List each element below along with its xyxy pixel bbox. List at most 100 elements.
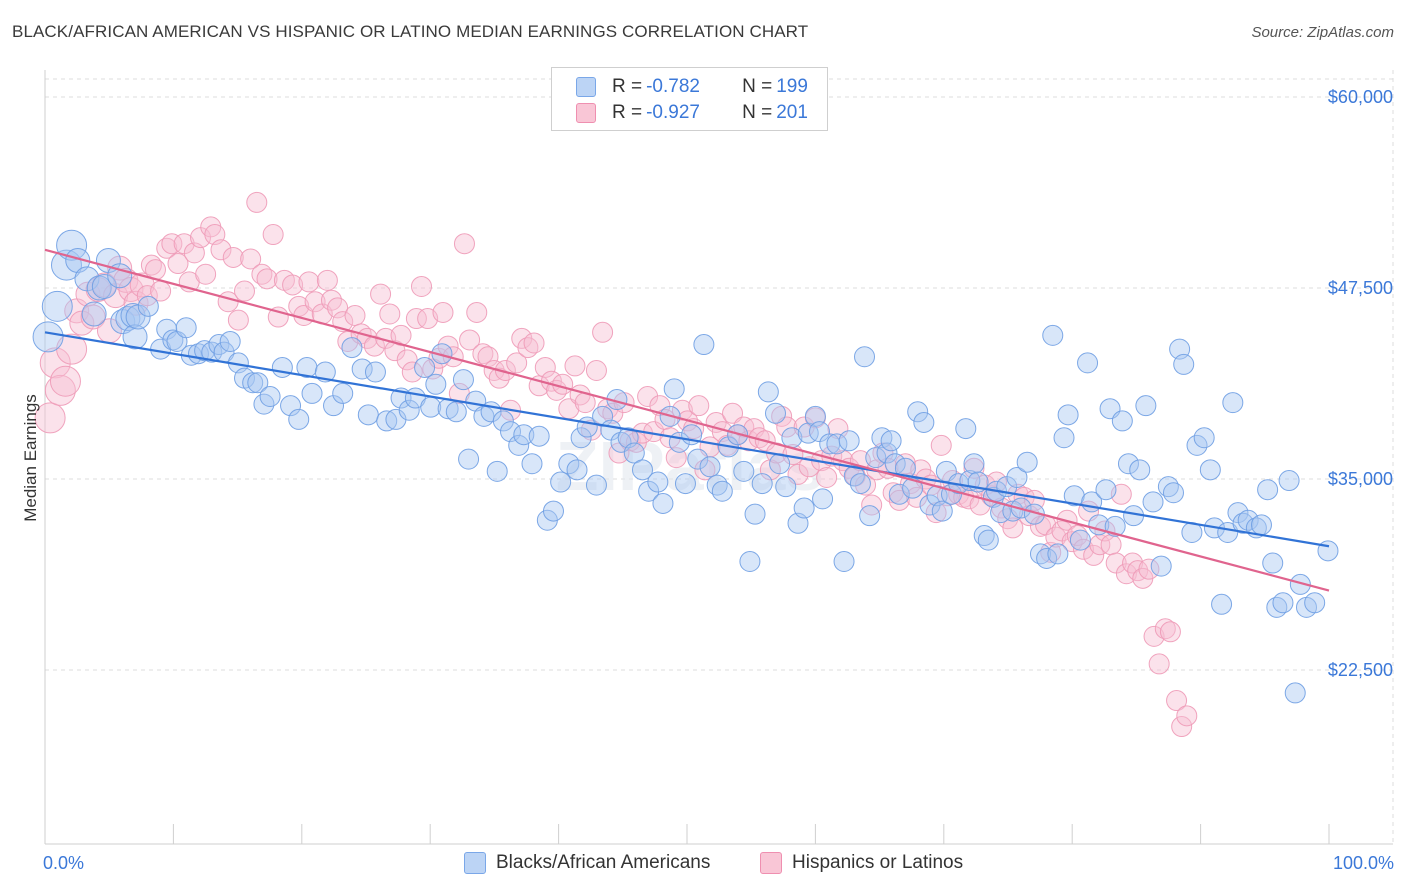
data-point	[431, 343, 453, 365]
data-point	[907, 401, 929, 423]
data-point	[739, 551, 761, 573]
legend-n-value: 199	[776, 76, 808, 97]
data-point	[370, 283, 392, 305]
data-point	[930, 434, 952, 456]
legend-r-value: -0.927	[646, 102, 700, 123]
data-point	[1083, 544, 1105, 566]
trend-line-hispanics	[44, 248, 1330, 592]
data-point	[91, 273, 117, 299]
data-point	[861, 494, 883, 516]
y-tick-label: $22,500	[1328, 660, 1393, 680]
bottom-legend-hispanics: Hispanics or Latinos	[760, 852, 963, 874]
data-point	[826, 433, 848, 455]
data-point	[1289, 573, 1311, 595]
data-point	[1173, 353, 1195, 375]
data-point	[195, 263, 217, 285]
data-point	[161, 233, 183, 255]
data-point	[234, 280, 256, 302]
data-point	[466, 301, 488, 323]
data-point	[550, 471, 572, 493]
data-point	[693, 334, 715, 356]
y-tick-label: $47,500	[1328, 278, 1393, 298]
data-point	[351, 358, 373, 380]
data-point	[304, 291, 326, 313]
data-point	[1053, 427, 1075, 449]
bottom-legend-swatch-blue	[464, 852, 486, 874]
data-point	[323, 395, 345, 417]
trend-line-blacks	[44, 331, 1330, 548]
data-point	[445, 401, 467, 423]
data-point	[570, 427, 592, 449]
data-point	[592, 405, 614, 427]
data-point	[955, 418, 977, 440]
data-point	[74, 266, 100, 292]
data-point	[542, 500, 564, 522]
data-point	[227, 309, 249, 331]
data-point	[240, 248, 262, 270]
data-point	[963, 453, 985, 475]
data-point	[44, 374, 76, 406]
data-point	[1193, 427, 1215, 449]
data-point	[49, 365, 81, 397]
data-point	[65, 247, 91, 273]
data-point	[687, 448, 709, 470]
data-point	[259, 385, 281, 407]
data-point	[859, 505, 881, 527]
data-point	[913, 411, 935, 433]
data-point	[528, 425, 550, 447]
data-point	[411, 275, 433, 297]
data-point	[1006, 466, 1028, 488]
data-point	[1162, 482, 1184, 504]
data-point	[1257, 479, 1279, 501]
data-point	[453, 233, 475, 255]
legend-swatch-blue	[576, 77, 596, 97]
data-point	[521, 453, 543, 475]
y-axis-title: Median Earnings	[21, 394, 40, 522]
data-point	[1142, 491, 1164, 513]
data-point	[1047, 543, 1069, 565]
data-point	[775, 476, 797, 498]
data-point	[401, 361, 423, 383]
data-point	[880, 430, 902, 452]
data-point	[129, 272, 155, 298]
data-point	[425, 373, 447, 395]
data-point	[1199, 459, 1221, 481]
bottom-legend-swatch-pink	[760, 852, 782, 874]
data-point	[1166, 690, 1188, 712]
data-point	[167, 253, 189, 275]
series-blacks-points	[32, 229, 1339, 704]
data-point	[1143, 625, 1165, 647]
data-point	[301, 382, 323, 404]
data-point	[523, 332, 545, 354]
data-point	[56, 229, 88, 261]
data-point	[271, 356, 293, 378]
data-point	[508, 434, 530, 456]
data-point	[280, 395, 302, 417]
data-point	[865, 447, 887, 469]
data-point	[364, 361, 386, 383]
x-axis-max-label: 100.0%	[1332, 853, 1394, 873]
data-point	[812, 488, 834, 510]
data-point	[888, 483, 910, 505]
data-point	[631, 459, 653, 481]
data-point	[222, 246, 244, 268]
data-point	[398, 399, 420, 421]
data-point	[492, 410, 514, 432]
data-point	[534, 356, 556, 378]
legend-n-label: N =	[742, 102, 773, 123]
data-point	[1069, 529, 1091, 551]
data-point	[1042, 324, 1064, 346]
data-point	[288, 408, 310, 430]
data-point	[327, 297, 349, 319]
data-point	[888, 489, 910, 511]
data-point	[242, 372, 264, 394]
data-point	[838, 430, 860, 452]
data-point	[931, 500, 953, 522]
data-point	[1129, 459, 1151, 481]
data-point	[298, 271, 320, 293]
data-point	[1036, 547, 1058, 569]
data-point	[81, 301, 107, 327]
data-point	[564, 355, 586, 377]
data-point	[1138, 558, 1160, 580]
chart-source: Source: ZipAtlas.com	[1251, 24, 1394, 41]
